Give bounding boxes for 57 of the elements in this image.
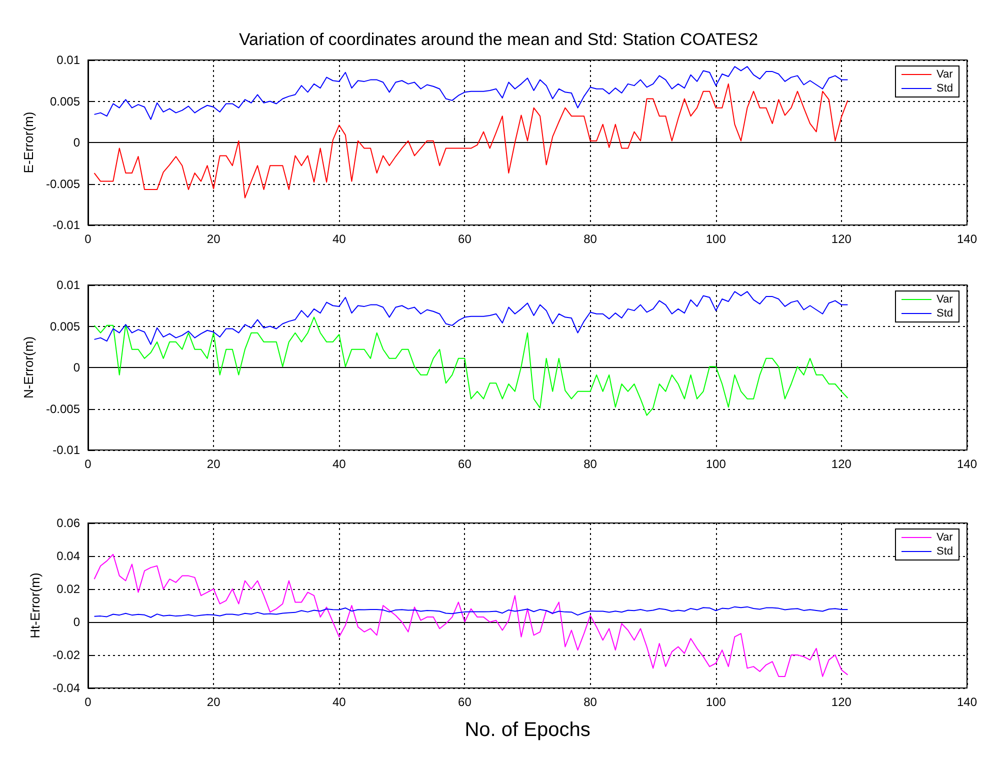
x-tick-label: 80: [584, 695, 598, 709]
x-tick-label: 120: [831, 695, 852, 709]
x-tick-label: 20: [206, 457, 221, 471]
x-tick-label: 60: [458, 695, 472, 709]
line-series: [94, 83, 848, 198]
legend-label: Var: [936, 532, 954, 544]
x-tick-label: 20: [206, 232, 221, 246]
legend-label: Var: [936, 294, 954, 306]
line-series: [94, 316, 848, 416]
x-tick-label: 40: [332, 695, 346, 709]
y-tick-label: 0.005: [50, 94, 80, 108]
x-tick-label: 60: [458, 457, 472, 471]
line-series: [94, 606, 848, 618]
x-tick-label: 80: [584, 232, 598, 246]
legend-label: Std: [936, 82, 954, 94]
x-tick-label: 0: [84, 232, 92, 246]
x-tick-label: 140: [956, 695, 978, 709]
x-tick-label: 60: [458, 232, 472, 246]
y-tick-label: -0.01: [52, 443, 80, 457]
line-series: [94, 291, 848, 345]
x-tick-label: 0: [84, 457, 92, 471]
x-tick-label: 140: [956, 457, 978, 471]
x-tick-label: 0: [84, 695, 92, 709]
x-tick-label: 40: [332, 232, 346, 246]
y-axis-title: Ht-Error(m): [28, 572, 43, 638]
y-tick-label: 0.01: [56, 278, 80, 292]
x-tick-label: 40: [332, 457, 346, 471]
y-tick-label: 0: [73, 360, 80, 374]
y-axis-title: N-Error(m): [21, 336, 36, 399]
chart-title: Variation of coordinates around the mean and Std: Station COATES2: [238, 30, 758, 49]
x-tick-label: 100: [706, 457, 726, 471]
y-tick-label: 0.005: [50, 319, 80, 334]
y-tick-label: 0: [73, 615, 80, 629]
y-tick-label: 0.06: [56, 516, 80, 530]
x-tick-label: 140: [956, 232, 978, 246]
x-tick-label: 20: [206, 695, 221, 709]
y-tick-label: 0.04: [56, 549, 80, 563]
y-tick-label: 0.02: [56, 582, 80, 596]
x-tick-label: 100: [706, 695, 726, 709]
y-tick-label: -0.02: [52, 648, 80, 662]
y-axis-title: E-Error(m): [21, 112, 36, 174]
x-tick-label: 120: [831, 457, 852, 471]
legend-label: Std: [936, 546, 954, 558]
x-tick-label: 120: [831, 232, 852, 246]
line-series: [94, 66, 848, 120]
y-tick-label: -0.01: [52, 218, 80, 232]
y-tick-label: -0.04: [52, 681, 80, 695]
line-series: [94, 554, 848, 677]
legend-label: Std: [936, 308, 954, 320]
y-tick-label: 0: [73, 136, 80, 150]
x-tick-label: 100: [706, 232, 726, 246]
x-tick-label: 80: [584, 457, 598, 471]
y-tick-label: 0.01: [56, 53, 80, 67]
x-axis-title: No. of Epochs: [464, 719, 590, 741]
legend-label: Var: [936, 68, 954, 80]
y-tick-label: -0.005: [46, 402, 80, 416]
y-tick-label: -0.005: [46, 176, 80, 191]
